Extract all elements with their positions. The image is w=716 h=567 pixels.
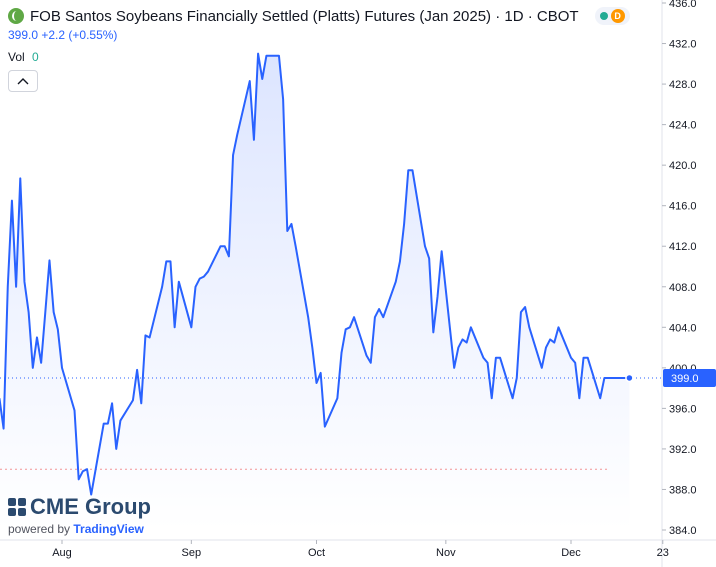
price-change: 399.0 +2.2 (+0.55%): [8, 28, 118, 42]
y-tick-label: 424.0: [669, 120, 697, 132]
y-tick-label: 428.0: [669, 79, 697, 91]
vol-label: Vol: [8, 50, 25, 64]
market-status[interactable]: D: [594, 7, 630, 25]
cme-logo-text: CME Group: [30, 494, 151, 519]
y-axis[interactable]: 436.0 432.0 428.0 424.0 420.0 416.0 412.0 408.0…: [662, 0, 697, 537]
y-tick-label: 436.0: [669, 0, 697, 10]
price-series-line[interactable]: [0, 52, 630, 496]
y-tick-label: 396.0: [669, 403, 697, 415]
title-row: FOB Santos Soybeans Financially Settled …: [8, 6, 716, 26]
x-tick-label: Sep: [182, 547, 202, 559]
y-tick-label: 388.0: [669, 484, 697, 496]
symbol-logo-icon: [8, 8, 24, 24]
delayed-badge: D: [610, 9, 625, 23]
y-tick-label: 420.0: [669, 160, 697, 172]
x-tick-label: Dec: [561, 547, 581, 559]
last-price-point[interactable]: [625, 373, 634, 383]
y-tick-label: 384.0: [669, 525, 697, 537]
y-tick-label: 432.0: [669, 39, 697, 51]
tradingview-brand[interactable]: TradingView: [73, 522, 144, 536]
x-tick-label: Oct: [308, 547, 325, 559]
collapse-legend-button[interactable]: [8, 70, 38, 92]
cme-watermark: CME Group powered by TradingView: [8, 494, 151, 536]
x-tick-label: Nov: [436, 547, 456, 559]
x-axis[interactable]: Aug Sep Oct Nov Dec 23: [52, 540, 669, 559]
last-price-label-bg: [663, 368, 716, 387]
y-tick-label: 412.0: [669, 241, 697, 253]
y-tick-label: 408.0: [669, 282, 697, 294]
last-price-marker-layer: 399.0: [0, 368, 716, 387]
powered-by[interactable]: powered by TradingView: [8, 522, 151, 536]
last-price-label: 399.0: [671, 373, 699, 385]
area-fill: [0, 53, 630, 530]
symbol-title[interactable]: FOB Santos Soybeans Financially Settled …: [30, 7, 579, 25]
vol-value: 0: [32, 50, 39, 64]
price-area: [0, 53, 630, 530]
y-tick-label: 416.0: [669, 201, 697, 213]
x-tick-label: 23: [657, 547, 669, 559]
chevron-up-icon: [17, 78, 29, 85]
powered-by-text: powered by: [8, 522, 71, 536]
market-open-dot-icon: [599, 12, 608, 20]
y-tick-label: 404.0: [669, 322, 697, 334]
chart-header: FOB Santos Soybeans Financially Settled …: [8, 6, 716, 64]
y-tick-label: 392.0: [669, 444, 697, 456]
cme-logo: CME Group: [8, 494, 151, 520]
price-line-layer: [0, 52, 630, 496]
cme-logo-icon: [8, 498, 26, 516]
x-tick-label: Aug: [52, 547, 72, 559]
volume-row: Vol 0: [8, 50, 716, 64]
